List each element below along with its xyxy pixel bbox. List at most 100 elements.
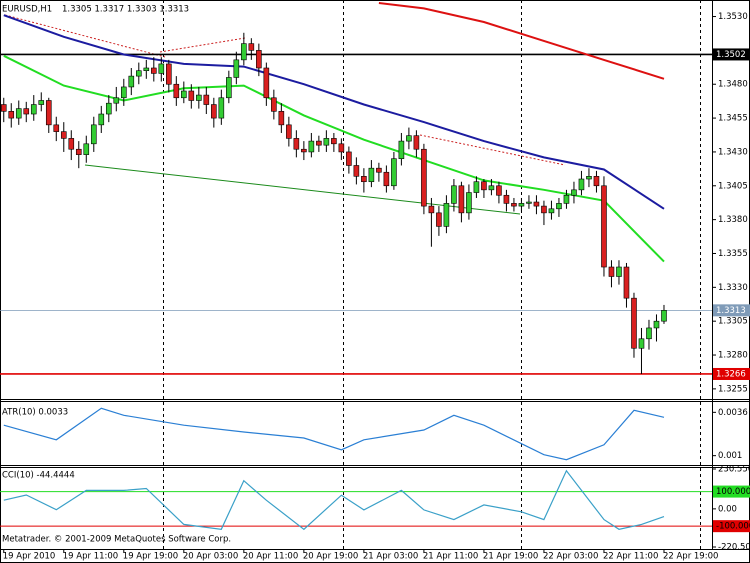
y-tick-label: 1.3280	[718, 351, 748, 361]
candle-body	[218, 97, 225, 119]
candle-body	[548, 208, 555, 214]
x-tick-label: 21 Apr 19:00	[483, 552, 538, 562]
y-tick-label: 1.3305	[718, 317, 748, 327]
y-tick-label: 1.3405	[718, 181, 748, 191]
price-label: 1.3502	[716, 50, 746, 60]
x-tick-label: 21 Apr 03:00	[363, 552, 418, 562]
candle-body	[98, 113, 105, 126]
candle-body	[38, 100, 45, 105]
candle-body	[361, 176, 367, 183]
y-tick-label: 1.3355	[718, 249, 748, 259]
candle-body	[638, 338, 645, 349]
candle-body	[518, 203, 525, 207]
candle-body	[368, 167, 375, 183]
y-tick-label: -100.000	[716, 522, 750, 532]
candle-body	[436, 212, 442, 227]
candle-body	[413, 135, 420, 150]
candle-body	[421, 148, 427, 207]
y-tick-label: 100.000	[716, 487, 750, 497]
candle-body	[541, 205, 547, 214]
candle-body	[90, 124, 97, 145]
candle-body	[128, 75, 135, 88]
candle-body	[293, 138, 300, 150]
candle-body	[286, 124, 292, 139]
y-tick-label: 1.3430	[718, 147, 748, 157]
candle-body	[473, 181, 480, 193]
candle-body	[120, 86, 127, 99]
candle-body	[593, 176, 600, 187]
candle-body	[533, 201, 540, 207]
x-tick-label: 20 Apr 19:00	[303, 552, 358, 562]
y-tick-label: 1.3380	[718, 215, 748, 225]
candle-body	[586, 176, 592, 180]
copyright: Metatrader. © 2001-2009 MetaQuotes Softw…	[2, 535, 231, 545]
y-tick-label: 1.3530	[718, 12, 748, 22]
candle-body	[271, 97, 277, 112]
candle-body	[526, 201, 532, 204]
y-tick-label: 0.00	[718, 504, 737, 514]
candle-body	[406, 135, 412, 142]
x-tick-label: 19 Apr 19:00	[123, 552, 178, 562]
candle-body	[241, 43, 247, 61]
candle-body	[203, 94, 210, 105]
candle-body	[8, 111, 15, 119]
candle-body	[143, 67, 150, 71]
candle-body	[353, 165, 360, 177]
candle-body	[196, 94, 202, 101]
candle-body	[53, 124, 60, 132]
level-box	[713, 485, 750, 498]
candle-body	[481, 181, 487, 191]
candle-body	[376, 167, 382, 173]
candle-body	[428, 205, 435, 214]
moving-average	[3, 14, 665, 210]
y-tick-label: 1.3480	[718, 80, 748, 90]
candle-body	[308, 140, 315, 153]
candle-body	[323, 138, 330, 146]
x-tick-label: 19 Apr 11:00	[63, 552, 118, 562]
candle-body	[256, 50, 262, 69]
candle-body	[301, 148, 307, 153]
level-box	[713, 520, 750, 533]
candle-body	[653, 320, 660, 329]
candle-body	[383, 171, 390, 187]
candle-body	[158, 63, 165, 74]
candle-body	[135, 70, 142, 77]
candle-body	[248, 43, 255, 51]
candle-body	[451, 185, 457, 204]
price-box	[713, 367, 750, 380]
indicator-line	[3, 407, 665, 461]
indicator-line	[3, 469, 665, 531]
candle-body	[23, 108, 30, 115]
atr-title: ATR(10) 0.0033	[2, 408, 68, 418]
moving-average	[378, 2, 665, 80]
candle-body	[338, 143, 345, 153]
candle-body	[623, 266, 630, 299]
x-tick-label: 22 Apr 19:00	[663, 552, 718, 562]
x-tick-label: 22 Apr 03:00	[543, 552, 598, 562]
candle-body	[601, 185, 607, 268]
x-tick-label: 20 Apr 11:00	[243, 552, 298, 562]
y-tick-label: 1.3455	[718, 114, 748, 124]
candle-body	[15, 108, 22, 119]
y-tick-label: 0.001	[718, 451, 742, 461]
candle-body	[391, 158, 397, 187]
candle-body	[488, 185, 495, 191]
candle-body	[75, 148, 82, 155]
candle-body	[316, 140, 322, 146]
candle-body	[511, 203, 517, 207]
price-label: 1.3313	[716, 306, 746, 316]
candle-body	[226, 77, 232, 99]
x-tick-label: 22 Apr 11:00	[603, 552, 658, 562]
trendline	[4, 14, 166, 58]
candle-body	[496, 185, 502, 196]
candle-body	[60, 131, 67, 139]
candle-body	[646, 327, 652, 340]
candle-body	[0, 104, 7, 112]
candle-body	[263, 67, 270, 99]
candle-body	[331, 138, 337, 145]
candle-body	[151, 67, 157, 74]
candle-body	[45, 100, 52, 126]
candle-body	[30, 104, 37, 115]
